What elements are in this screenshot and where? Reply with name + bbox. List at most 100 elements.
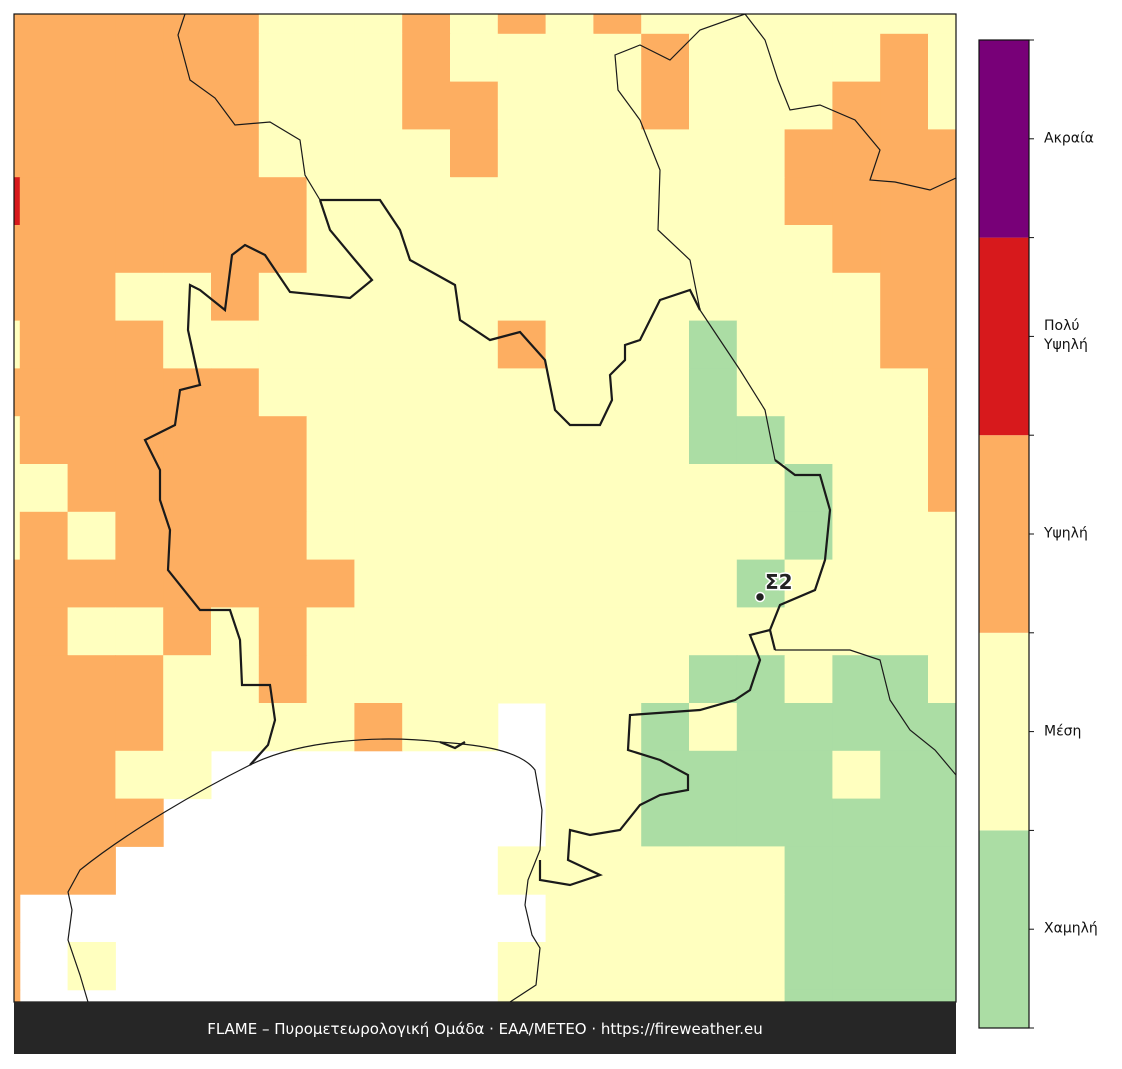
grid-cell: [832, 464, 881, 513]
grid-cell: [880, 846, 929, 895]
grid-cell: [258, 464, 308, 513]
colorbar-segment: [979, 237, 1029, 436]
colorbar-label: Χαμηλή: [1044, 920, 1098, 937]
grid-cell: [736, 798, 786, 847]
grid-cell: [402, 559, 451, 608]
station-label: Σ2: [765, 570, 793, 594]
grid-cell: [163, 703, 212, 752]
grid-cell: [258, 33, 308, 83]
grid-cell: [784, 703, 833, 752]
grid-cell: [641, 81, 690, 130]
grid-cell: [928, 942, 956, 991]
grid-cell: [593, 129, 642, 178]
grid-cell: [497, 320, 547, 369]
grid-cell: [784, 798, 833, 847]
grid-cell: [784, 750, 833, 800]
grid-cell: [306, 511, 355, 561]
grid-cell: [163, 14, 212, 35]
grid-cell: [19, 225, 69, 274]
grid-cell: [67, 511, 116, 561]
grid-cell: [211, 129, 260, 178]
grid-cell: [450, 559, 499, 608]
grid-cell: [928, 464, 956, 513]
grid-cell: [115, 559, 164, 608]
grid-cell: [67, 129, 116, 178]
grid-cell: [880, 511, 929, 561]
grid-cell: [115, 464, 164, 513]
grid-cell: [593, 511, 642, 561]
grid-cell: [258, 607, 308, 656]
grid-cell: [450, 416, 499, 465]
grid-cell: [258, 177, 308, 226]
grid-cell: [593, 320, 642, 369]
grid-cell: [641, 655, 690, 704]
grid-cell: [689, 846, 738, 895]
grid-cell: [163, 655, 212, 704]
grid-cell: [593, 798, 642, 847]
grid-cell: [19, 655, 69, 704]
grid-cell: [593, 894, 642, 943]
grid-cell: [832, 703, 881, 752]
grid-cell: [19, 607, 69, 656]
colorbar-frame: [978, 39, 1030, 1029]
grid-cell: [545, 81, 594, 130]
grid-cell: [832, 511, 881, 561]
grid-cell: [19, 798, 69, 847]
grid-cell: [19, 846, 69, 895]
grid-cell: [115, 368, 164, 417]
grid-cell: [115, 33, 164, 83]
grid-cell: [115, 703, 164, 752]
grid-cell: [497, 14, 547, 35]
grid-cell: [354, 177, 403, 226]
grid-cell: [736, 703, 786, 752]
grid-cell: [832, 655, 881, 704]
grid-cell: [67, 225, 116, 274]
grid-cell: [306, 129, 355, 178]
grid-cell: [497, 177, 547, 226]
grid-cell: [545, 33, 594, 83]
grid-cell: [593, 14, 642, 35]
grid-cell: [545, 511, 594, 561]
grid-cell: [402, 320, 451, 369]
grid-cell: [67, 368, 116, 417]
grid-cell: [593, 368, 642, 417]
colorbar-segment: [979, 632, 1029, 831]
grid-cell: [928, 607, 956, 656]
grid-cell: [784, 989, 833, 1002]
grid-cell: [354, 320, 403, 369]
station: Σ2: [754, 569, 794, 603]
grid-cell: [928, 655, 956, 704]
grid-cell: [736, 416, 786, 465]
grid-cell: [880, 464, 929, 513]
grid-cell: [545, 703, 594, 752]
grid-cell: [641, 464, 690, 513]
grid-cell: [689, 81, 738, 130]
grid-cell: [306, 368, 355, 417]
grid-cell: [163, 559, 212, 608]
grid-cell: [689, 511, 738, 561]
grid-cell: [689, 272, 738, 322]
grid-cell: [306, 607, 355, 656]
grid-cell: [880, 33, 929, 83]
grid-cell: [880, 942, 929, 991]
grid-cell: [402, 464, 451, 513]
grid-cell: [115, 511, 164, 561]
grid-cell: [880, 368, 929, 417]
grid-cell: [354, 607, 403, 656]
grid-cell: [832, 272, 881, 322]
grid-cell: [258, 416, 308, 465]
grid-cell: [832, 129, 881, 178]
grid-cell: [880, 81, 929, 130]
grid-cell: [115, 750, 164, 800]
grid-cell: [306, 33, 355, 83]
grid-cell: [928, 511, 956, 561]
grid-cell: [593, 272, 642, 322]
grid-cell: [211, 655, 260, 704]
grid-cell: [354, 272, 403, 322]
grid-cell: [163, 416, 212, 465]
grid-cell: [115, 129, 164, 178]
grid-cell: [832, 989, 881, 1002]
grid-cell: [497, 607, 547, 656]
grid-cell: [832, 368, 881, 417]
grid-cell: [736, 655, 786, 704]
